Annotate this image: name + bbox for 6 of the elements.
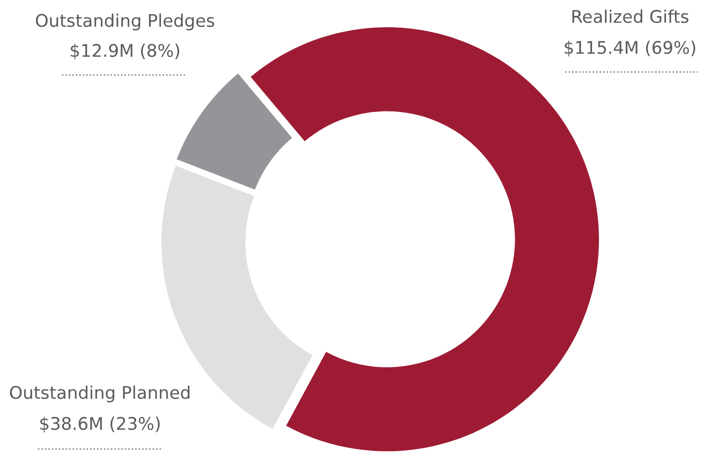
slice-label: Outstanding Planned [10, 386, 190, 402]
data-label: $115.4M (69%) [564, 40, 696, 56]
slice-label: Outstanding Pledges [36, 14, 214, 30]
data-label: $12.9M (8%) [70, 44, 180, 60]
slice-label: Realized Gifts [572, 10, 688, 24]
data-label: $38.6M (23%) [40, 416, 160, 432]
